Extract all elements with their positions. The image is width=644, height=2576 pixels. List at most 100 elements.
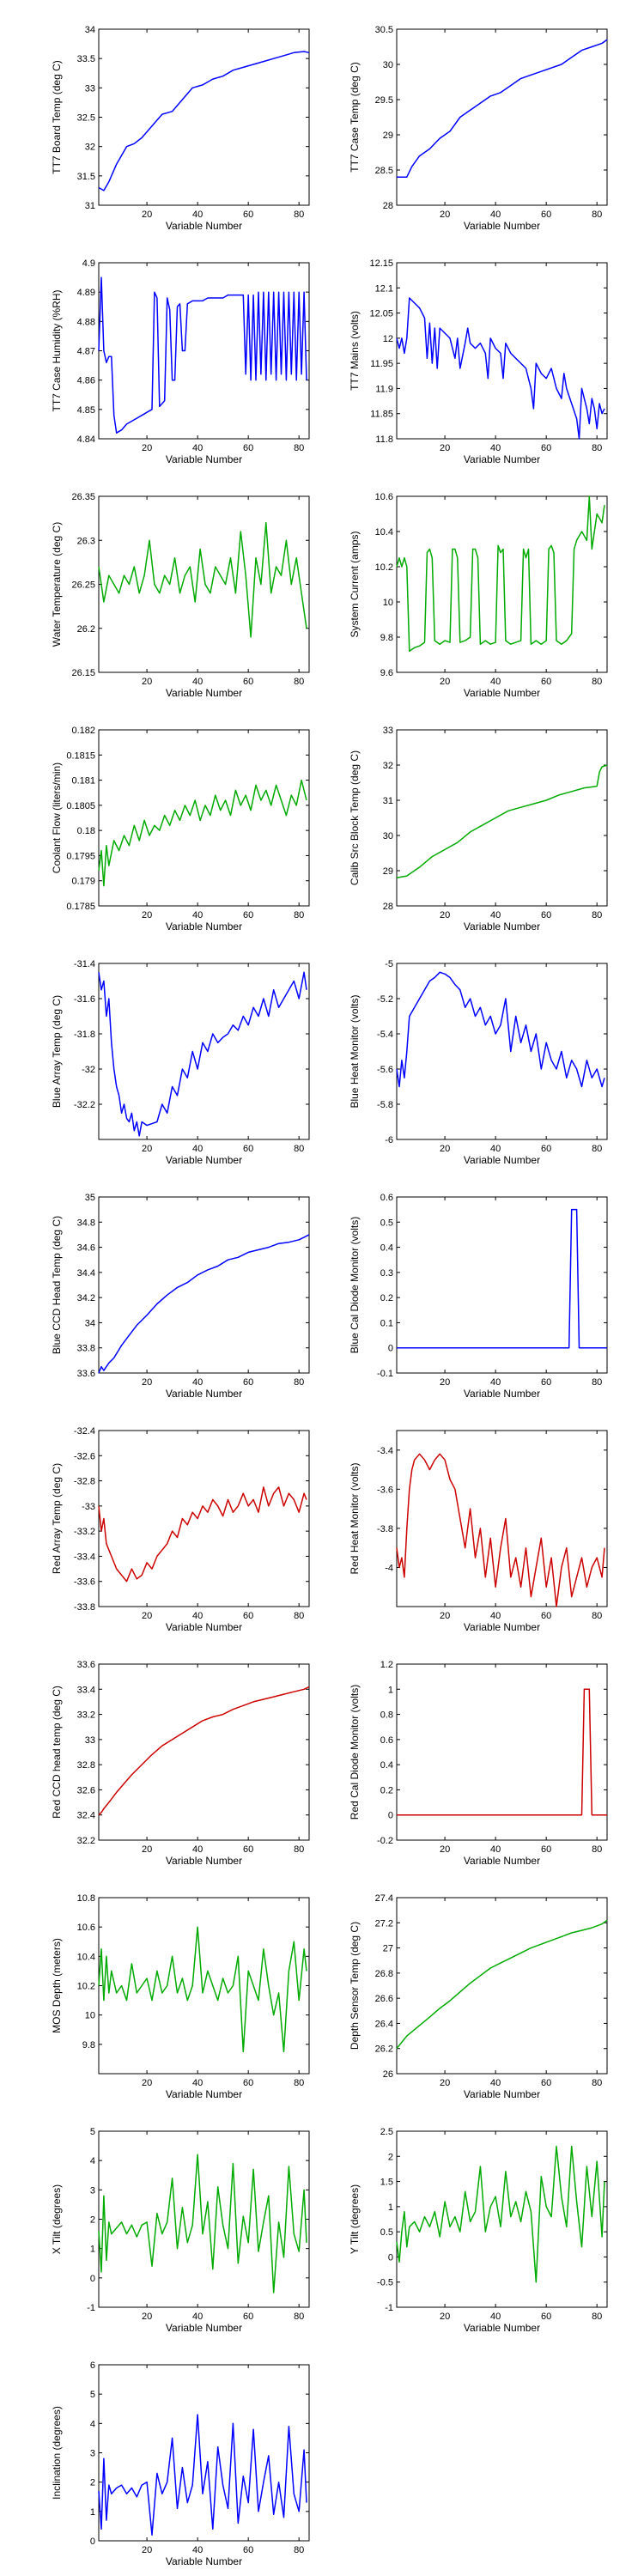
series-line bbox=[396, 297, 605, 440]
y-axis-label: Inclination (degrees) bbox=[51, 2406, 63, 2500]
x-tick-label: 60 bbox=[541, 443, 551, 453]
x-tick-label: 40 bbox=[192, 910, 203, 920]
y-tick-label: 0.1785 bbox=[66, 902, 95, 912]
x-tick-label: 40 bbox=[192, 1844, 203, 1855]
y-tick-label: 32.2 bbox=[77, 1836, 95, 1846]
x-tick-label: 80 bbox=[592, 1611, 602, 1621]
y-tick-label: 33.4 bbox=[77, 1685, 95, 1695]
y-tick-label: -32.8 bbox=[74, 1477, 95, 1487]
chart-18: 20 40 60 80 26 26.2 26.4 26.6 26.8 27 27.2 27.4 Vari… bbox=[349, 1893, 608, 2100]
x-axis-label: Variable Number bbox=[166, 687, 242, 699]
y-tick-label: 0.8 bbox=[380, 1710, 393, 1721]
y-tick-label: 0.6 bbox=[380, 1193, 393, 1203]
x-tick-label: 20 bbox=[440, 1144, 450, 1154]
y-tick-label: 3 bbox=[90, 2449, 95, 2459]
series-line bbox=[98, 2154, 307, 2293]
plot-frame bbox=[396, 963, 608, 1140]
chart-10: 20 40 60 80 -6 -5.8 -5.6 -5.4 -5.2 -5 Variable Num… bbox=[349, 959, 608, 1166]
x-axis-label: Variable Number bbox=[464, 453, 540, 465]
x-tick-label: 60 bbox=[243, 910, 253, 920]
x-tick-label: 20 bbox=[142, 1844, 152, 1855]
y-tick-label: 2 bbox=[90, 2478, 95, 2488]
x-axis-label: Variable Number bbox=[166, 2555, 242, 2567]
y-tick-label: 27 bbox=[383, 1944, 393, 1954]
x-axis-label: Variable Number bbox=[166, 453, 242, 465]
x-axis-label: Variable Number bbox=[464, 1388, 540, 1400]
series-line bbox=[98, 522, 307, 638]
y-axis-label: Calib Src Block Temp (deg C) bbox=[349, 750, 361, 885]
x-tick-label: 40 bbox=[490, 443, 501, 453]
x-tick-label: 40 bbox=[192, 677, 203, 687]
chart-12: 20 40 60 80 -0.1 0 0.1 0.2 0.3 0.4 0.5 0.6 Variable … bbox=[349, 1193, 608, 1400]
y-tick-label: 0.1795 bbox=[66, 851, 95, 861]
series-line bbox=[98, 1486, 307, 1583]
series-line bbox=[98, 779, 307, 887]
chart-8: 20 40 60 80 28 29 30 31 32 33 Variable Number Calib… bbox=[349, 726, 608, 933]
y-tick-label: 31 bbox=[383, 796, 393, 806]
y-axis-label: Y Tilt (degrees) bbox=[349, 2184, 361, 2254]
x-tick-label: 20 bbox=[142, 677, 152, 687]
x-tick-label: 60 bbox=[541, 1144, 551, 1154]
y-tick-label: -0.5 bbox=[377, 2278, 393, 2288]
y-tick-label: 33 bbox=[85, 1735, 95, 1746]
plot-frame bbox=[98, 28, 310, 206]
x-tick-label: 60 bbox=[243, 1144, 253, 1154]
x-tick-label: 40 bbox=[490, 1844, 501, 1855]
y-tick-label: 2 bbox=[388, 2152, 393, 2162]
y-tick-label: 29 bbox=[383, 131, 393, 141]
y-axis-label: X Tilt (degrees) bbox=[51, 2184, 63, 2254]
x-tick-label: 40 bbox=[490, 1611, 501, 1621]
y-tick-label: -33 bbox=[82, 1502, 95, 1512]
y-tick-label: -3.8 bbox=[377, 1524, 393, 1534]
series-line bbox=[98, 276, 307, 434]
y-tick-label: 33.8 bbox=[77, 1344, 95, 1354]
y-tick-label: 4.89 bbox=[77, 288, 95, 298]
y-tick-label: 11.9 bbox=[375, 384, 393, 394]
y-axis-label: Blue Heat Monitor (volts) bbox=[349, 994, 361, 1108]
series-line bbox=[396, 971, 605, 1088]
x-tick-label: 20 bbox=[440, 1611, 450, 1621]
chart-16: 20 40 60 80 -0.2 0 0.2 0.4 0.6 0.8 1 1.2 Variable Nu… bbox=[349, 1660, 608, 1867]
y-axis-label: Water Temperature (deg C) bbox=[51, 522, 63, 647]
series-line bbox=[396, 495, 605, 653]
plot-frame bbox=[396, 495, 608, 673]
x-tick-label: 20 bbox=[142, 1144, 152, 1154]
x-tick-label: 80 bbox=[592, 910, 602, 920]
plot-frame bbox=[98, 729, 310, 907]
x-tick-label: 20 bbox=[440, 677, 450, 687]
y-tick-label: -0.1 bbox=[377, 1369, 393, 1379]
y-tick-label: 1.5 bbox=[380, 2178, 393, 2188]
x-tick-label: 40 bbox=[490, 2312, 501, 2322]
y-axis-label: TT7 Board Temp (deg C) bbox=[51, 60, 63, 174]
y-tick-label: 1.2 bbox=[380, 1660, 393, 1670]
y-axis-label: TT7 Case Temp (deg C) bbox=[349, 62, 361, 173]
y-tick-label: 33 bbox=[383, 726, 393, 736]
series-line bbox=[98, 1234, 310, 1374]
plot-frame bbox=[98, 495, 310, 673]
y-tick-label: 2.5 bbox=[380, 2127, 393, 2137]
x-axis-label: Variable Number bbox=[166, 1621, 242, 1633]
plot-frame bbox=[396, 262, 608, 440]
y-tick-label: 32 bbox=[85, 143, 95, 153]
x-tick-label: 40 bbox=[192, 443, 203, 453]
y-tick-label: 0.2 bbox=[380, 1293, 393, 1303]
plot-frame bbox=[98, 1663, 310, 1841]
y-axis-label: TT7 Mains (volts) bbox=[349, 311, 361, 391]
series-line bbox=[98, 51, 310, 191]
series-line bbox=[396, 1919, 608, 2050]
y-tick-label: -32.4 bbox=[74, 1426, 95, 1437]
x-tick-label: 40 bbox=[490, 210, 501, 220]
y-tick-label: 32 bbox=[383, 761, 393, 771]
x-axis-label: Variable Number bbox=[166, 2322, 242, 2334]
y-tick-label: 6 bbox=[90, 2360, 95, 2371]
y-tick-label: 12.1 bbox=[375, 283, 393, 294]
y-axis-label: Red Heat Monitor (volts) bbox=[349, 1462, 361, 1574]
y-tick-label: 0.5 bbox=[380, 2227, 393, 2238]
plot-frame bbox=[396, 729, 608, 907]
y-tick-label: -0.2 bbox=[377, 1836, 393, 1846]
y-tick-label: -33.2 bbox=[74, 1527, 95, 1537]
y-tick-label: 0.3 bbox=[380, 1268, 393, 1279]
y-tick-label: 10.6 bbox=[77, 1923, 95, 1933]
y-tick-label: 0 bbox=[388, 1811, 393, 1821]
